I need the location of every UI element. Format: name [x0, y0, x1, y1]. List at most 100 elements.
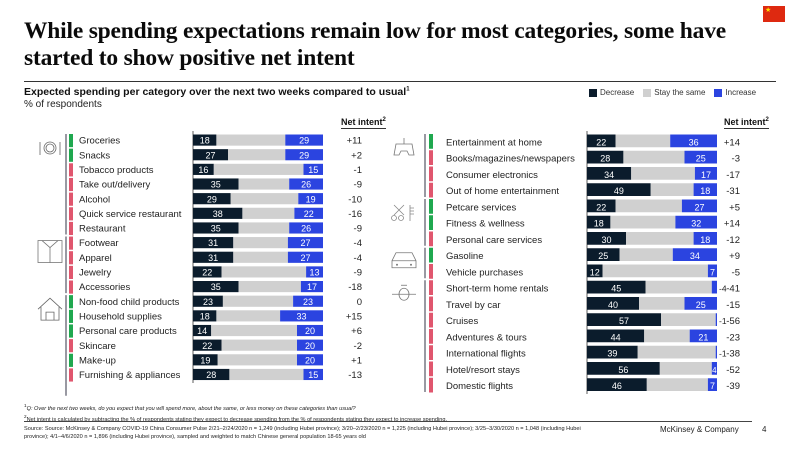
chart-row: Household supplies 18 33 +15 [69, 309, 362, 323]
house [37, 297, 63, 321]
bar-decrease [193, 149, 229, 161]
chart-row: Non-food child products 23 23 0 [69, 295, 362, 309]
bar-increase [711, 362, 717, 375]
bar-same [221, 339, 297, 351]
bar-decrease [193, 222, 239, 234]
category-label: Fitness & wellness [446, 219, 525, 230]
legend-item-increase: Increase [714, 88, 756, 97]
sentiment-marker [69, 192, 73, 206]
label-increase: 7 [710, 381, 715, 391]
chart-unit: % of respondents [24, 99, 102, 110]
label-increase: 25 [696, 300, 706, 310]
bar-decrease [193, 295, 223, 307]
chart-row: Accessories 35 17 -18 [69, 280, 362, 294]
category-label: Apparel [79, 253, 112, 264]
net-intent-value: -9 [354, 224, 362, 235]
label-decrease: 30 [601, 235, 611, 245]
label-decrease: 57 [619, 316, 629, 326]
label-decrease: 31 [208, 253, 218, 263]
label-increase: 29 [299, 150, 309, 160]
category-label: Accessories [79, 282, 130, 293]
bar-same [221, 266, 307, 278]
sentiment-marker [429, 150, 433, 165]
sentiment-marker [69, 339, 73, 353]
sentiment-marker [429, 199, 433, 214]
bar-decrease [587, 362, 660, 375]
bar-decrease [587, 329, 645, 343]
label-increase: 20 [305, 341, 315, 351]
bar-same [646, 378, 708, 391]
category-label: Domestic flights [446, 381, 513, 392]
headlight [396, 263, 398, 266]
title-divider [24, 81, 776, 82]
category-label: Quick service restaurant [79, 209, 182, 220]
legend-swatch-same [643, 88, 652, 97]
label-decrease: 29 [207, 194, 217, 204]
bar-increase [689, 329, 717, 343]
label-increase: 15 [308, 370, 318, 380]
label-increase: 17 [701, 170, 711, 180]
bar-same [644, 329, 690, 343]
category-label: Vehicle purchases [446, 267, 523, 278]
footnote-2: 2Net intent is calculated by subtracting… [24, 413, 764, 424]
bar-same [229, 368, 304, 381]
category-label: Adventures & tours [446, 332, 527, 343]
label-decrease: 18 [594, 219, 604, 229]
footnote-text: Net intent is calculated by subtracting … [26, 416, 447, 423]
label-increase: 23 [303, 297, 313, 307]
chart-row: Adventures & tours 44 21 -23 [429, 329, 740, 344]
bar-decrease [193, 310, 217, 322]
bar-same [238, 281, 301, 293]
scissors-comb-icon [391, 204, 414, 221]
bar-increase [693, 232, 717, 245]
label-increase: 36 [689, 137, 699, 147]
subtitle-footnote-ref: 1 [406, 86, 410, 93]
chart-row: Personal care services 30 18 -12 [429, 231, 740, 247]
bar-decrease [193, 368, 230, 381]
chart-row: Out of home entertainment 49 18 -31 [429, 182, 740, 198]
legend-label: Increase [725, 88, 757, 97]
net-intent-value: -16 [348, 209, 362, 220]
chart-row: Furnishing & appliances 28 15 -13 [69, 368, 362, 382]
china-flag-icon: ★ [763, 6, 785, 22]
chart-row: Travel by car 40 25 -15 [429, 296, 740, 312]
net-intent-value: -9 [354, 180, 362, 191]
bar-decrease [587, 297, 639, 310]
label-increase: 18 [700, 235, 710, 245]
label-increase: 32 [691, 219, 701, 229]
category-label: Skincare [79, 341, 116, 352]
label-decrease: 39 [607, 349, 617, 359]
bar-same [615, 199, 682, 213]
bar-increase [303, 163, 323, 175]
bar-same [238, 222, 290, 234]
chart-row: Fitness & wellness 18 32 +14 [429, 215, 740, 230]
bar-increase [297, 354, 323, 366]
bar-increase [303, 368, 323, 381]
category-label: Alcohol [79, 194, 110, 205]
bar-increase [300, 281, 323, 293]
sentiment-marker [69, 236, 73, 250]
category-label: Groceries [79, 136, 120, 147]
bar-decrease [587, 313, 662, 326]
label-increase: -1 [719, 316, 727, 326]
net-intent-value: -41 [726, 284, 740, 295]
net-intent-value: +2 [351, 150, 362, 161]
bar-decrease [193, 237, 234, 249]
label-decrease: 28 [600, 154, 610, 164]
chart-row: Books/magazines/newspapers 28 25 -3 [429, 150, 740, 165]
net-intent-value: -4 [354, 238, 362, 249]
label-increase: 19 [306, 194, 316, 204]
chart-row: Footwear 31 27 -4 [69, 236, 362, 250]
chart-row: Entertainment at home 22 36 +14 [429, 134, 740, 149]
category-label: Furnishing & appliances [79, 370, 181, 381]
label-decrease: 18 [200, 136, 210, 146]
category-label: Restaurant [79, 224, 126, 235]
net-intent-value: +9 [729, 251, 740, 262]
net-intent-value: +14 [724, 219, 740, 230]
bar-increase [293, 295, 323, 307]
label-decrease: 56 [618, 365, 628, 375]
label-increase: 33 [297, 311, 307, 321]
category-label: Petcare services [446, 202, 516, 213]
sentiment-marker [69, 309, 73, 323]
